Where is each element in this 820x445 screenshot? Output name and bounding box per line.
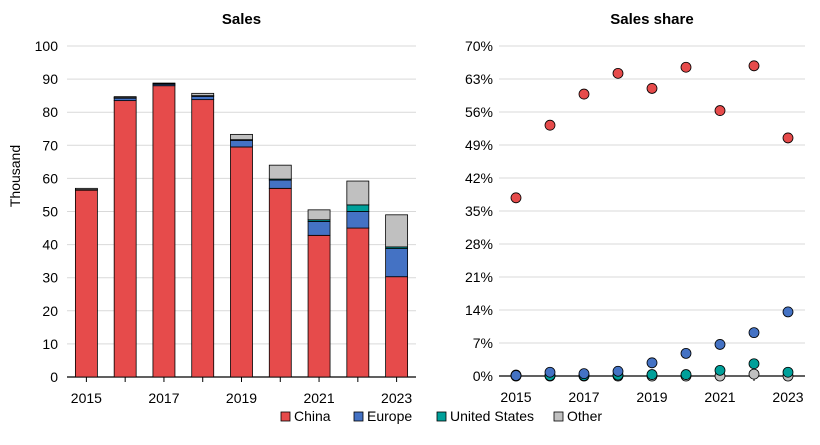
- bar-segment-europe: [385, 248, 409, 278]
- scatter-chart-title: Sales share: [610, 11, 693, 28]
- bar-y-tick-label: 90: [42, 71, 58, 87]
- scatter-point-europe: [544, 366, 556, 378]
- scatter-y-tick-label: 42%: [465, 170, 493, 186]
- scatter-point-china: [748, 60, 760, 72]
- legend-label-other: Other: [567, 408, 602, 424]
- bar-segment-europe: [346, 211, 370, 229]
- bar-y-tick-label: 100: [35, 38, 59, 54]
- bar-x-tick-label: 2021: [303, 390, 334, 406]
- bar-segment-europe: [230, 139, 253, 148]
- scatter-y-tick-label: 35%: [465, 203, 493, 219]
- scatter-x-tick-label: 2015: [500, 389, 531, 405]
- scatter-point-united-states: [646, 369, 658, 380]
- bar-segment-other: [346, 180, 370, 206]
- bar-segment-china: [385, 276, 409, 378]
- legend-swatch-united-states: [436, 411, 447, 422]
- scatter-point-europe: [612, 365, 624, 377]
- bar-x-tick-label: 2023: [381, 390, 412, 406]
- bar-segment-other: [268, 164, 292, 180]
- scatter-y-tick-label: 70%: [465, 38, 493, 54]
- scatter-point-china: [544, 119, 556, 131]
- bar-segment-europe: [268, 179, 292, 189]
- scatter-point-united-states: [748, 358, 760, 370]
- scatter-point-europe: [680, 347, 692, 359]
- scatter-y-tick-label: 56%: [465, 104, 493, 120]
- bar-chart-y-axis-label: Thousand: [7, 145, 23, 207]
- bar-segment-china: [191, 99, 215, 378]
- bar-x-tick-label: 2017: [148, 390, 179, 406]
- bar-y-tick-label: 0: [50, 369, 58, 385]
- scatter-point-china: [714, 105, 726, 116]
- bar-y-tick-label: 10: [42, 336, 58, 352]
- bar-segment-other: [385, 214, 409, 248]
- scatter-point-china: [782, 132, 794, 144]
- legend-swatch-china: [280, 411, 291, 422]
- legend-label-europe: Europe: [367, 408, 412, 424]
- bar-y-tick-label: 40: [42, 237, 58, 253]
- scatter-point-europe: [714, 339, 726, 350]
- bar-segment-china: [113, 100, 137, 378]
- scatter-y-tick-label: 14%: [465, 302, 493, 318]
- bar-segment-other: [230, 133, 253, 141]
- scatter-x-tick-label: 2019: [636, 389, 667, 405]
- scatter-y-tick-label: 21%: [465, 269, 493, 285]
- bar-segment-europe: [191, 95, 215, 101]
- scatter-y-tick-label: 0%: [473, 368, 493, 384]
- scatter-y-tick-label: 28%: [465, 236, 493, 252]
- scatter-point-china: [578, 88, 590, 100]
- legend-label-china: China: [294, 408, 331, 424]
- scatter-y-tick-label: 49%: [465, 137, 493, 153]
- scatter-point-china: [510, 192, 522, 204]
- scatter-y-tick-label: 7%: [473, 335, 493, 351]
- scatter-point-europe: [748, 327, 760, 339]
- scatter-y-tick-label: 63%: [465, 71, 493, 87]
- scatter-point-europe: [646, 357, 658, 369]
- bar-segment-europe: [307, 221, 331, 236]
- bar-y-tick-label: 50: [42, 204, 58, 220]
- bar-y-tick-label: 20: [42, 303, 58, 319]
- bar-y-tick-label: 70: [42, 137, 58, 153]
- bar-segment-china: [268, 187, 292, 378]
- scatter-x-tick-label: 2021: [704, 389, 735, 405]
- scatter-point-china: [612, 67, 624, 79]
- scatter-point-united-states: [680, 369, 692, 380]
- bar-segment-china: [230, 146, 253, 378]
- bar-segment-other: [307, 209, 331, 221]
- scatter-point-china: [680, 61, 692, 73]
- bar-chart-title: Sales: [222, 11, 261, 28]
- bar-segment-other: [191, 92, 215, 97]
- bar-y-tick-label: 30: [42, 270, 58, 286]
- bar-segment-china: [74, 189, 98, 378]
- scatter-point-other: [748, 368, 760, 380]
- scatter-point-united-states: [782, 366, 794, 378]
- scatter-point-europe: [578, 368, 590, 380]
- scatter-point-china: [646, 83, 658, 94]
- scatter-x-tick-label: 2023: [772, 389, 803, 405]
- legend-swatch-other: [553, 411, 564, 422]
- bar-segment-china: [346, 227, 370, 378]
- bar-segment-other: [113, 96, 137, 99]
- scatter-point-europe: [782, 306, 794, 318]
- bar-segment-other: [152, 82, 176, 85]
- scatter-point-united-states: [714, 364, 726, 376]
- bar-x-tick-label: 2019: [226, 390, 257, 406]
- legend-swatch-europe: [353, 411, 364, 422]
- bar-segment-united-states: [346, 204, 370, 212]
- bar-segment-china: [307, 234, 331, 378]
- scatter-point-europe: [510, 370, 522, 381]
- bar-x-tick-label: 2015: [71, 390, 102, 406]
- bar-y-tick-label: 80: [42, 104, 58, 120]
- scatter-x-tick-label: 2017: [568, 389, 599, 405]
- legend-label-united-states: United States: [450, 408, 534, 424]
- bar-segment-china: [152, 85, 176, 378]
- bar-segment-other: [74, 187, 98, 191]
- bar-y-tick-label: 60: [42, 170, 58, 186]
